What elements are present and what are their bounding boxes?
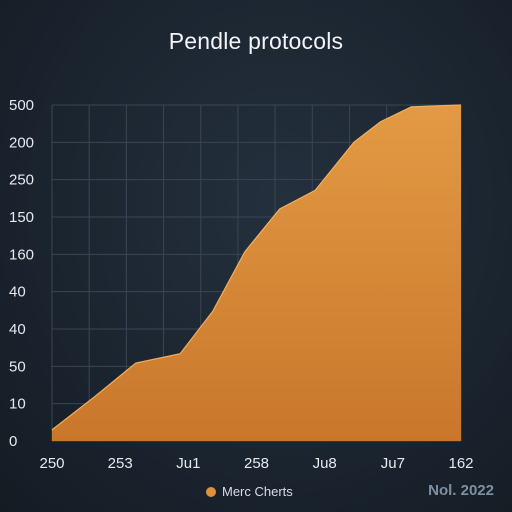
- x-tick-label: Ju8: [313, 455, 337, 472]
- y-tick-label: 500: [9, 97, 34, 114]
- x-tick-label: 162: [448, 455, 473, 472]
- y-tick-label: 250: [9, 172, 34, 189]
- y-tick-label: 40: [9, 284, 26, 301]
- chart-title: Pendle protocols: [168, 28, 344, 54]
- y-tick-label: 160: [9, 246, 34, 263]
- legend: Merc Cherts: [206, 484, 293, 499]
- x-tick-label: 250: [39, 455, 64, 472]
- x-tick-label: Ju7: [381, 455, 405, 472]
- x-axis-ticks: 250 253 Ju1 258 Ju8 Ju7 162: [39, 455, 473, 472]
- watermark: Nol. 2022: [428, 482, 494, 499]
- y-tick-label: 150: [9, 209, 34, 226]
- y-tick-label: 50: [9, 358, 26, 375]
- area-series-line: [51, 104, 462, 431]
- legend-swatch: [206, 486, 216, 497]
- legend-label: Merc Cherts: [222, 484, 293, 499]
- x-tick-label: Ju1: [176, 455, 200, 472]
- x-tick-label: 258: [244, 455, 269, 472]
- x-tick-label: 253: [108, 455, 133, 472]
- y-tick-label: 200: [9, 134, 34, 151]
- y-tick-label: 0: [9, 433, 17, 450]
- y-tick-label: 10: [9, 396, 26, 413]
- y-tick-label: 40: [9, 321, 26, 338]
- y-axis-ticks: 0 10 50 40 40 160 150 250 200 500: [9, 97, 34, 450]
- area-series: [52, 105, 461, 441]
